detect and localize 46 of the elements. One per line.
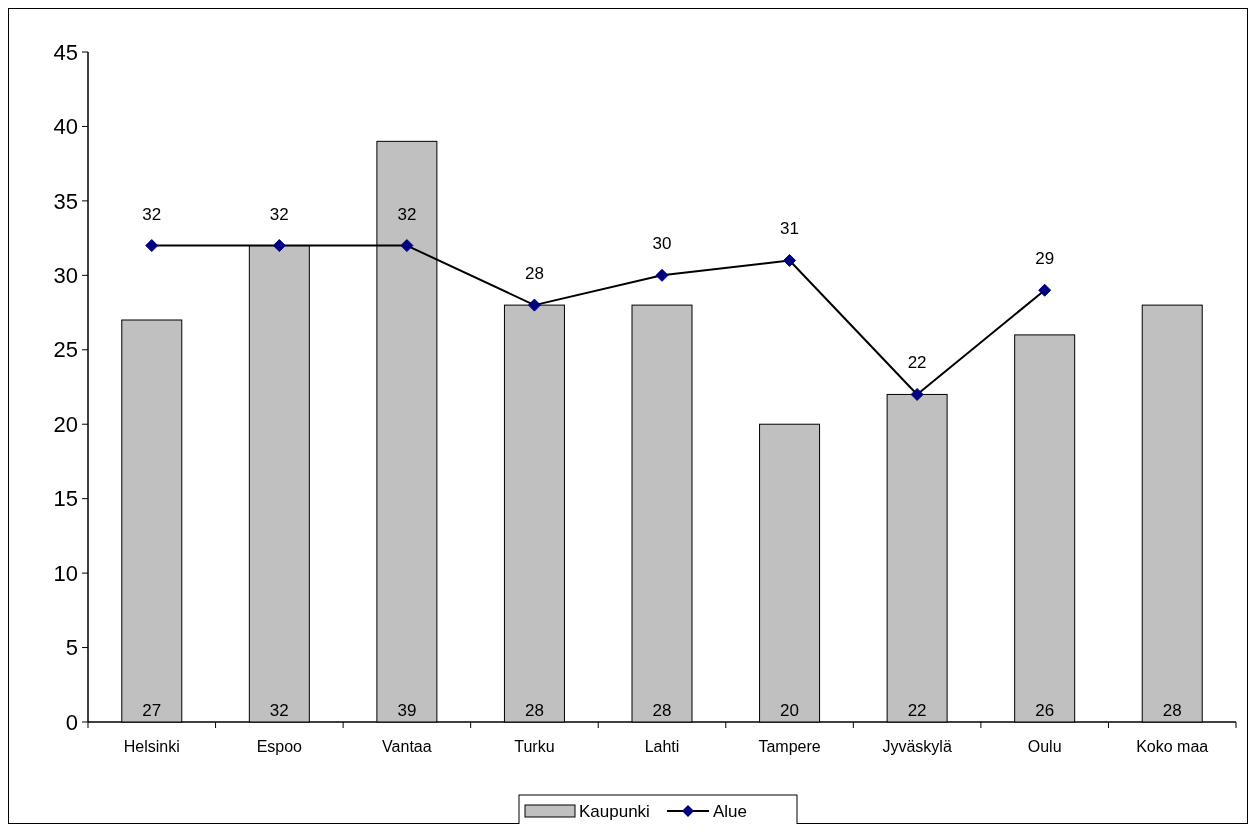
data-label: 28: [524, 701, 544, 720]
point: [1038, 283, 1052, 297]
x-tick-label: Vantaa: [382, 738, 432, 755]
data-label: 29: [1035, 249, 1055, 269]
y-tick-label: 35: [53, 188, 78, 214]
point: [272, 239, 286, 253]
data-label: 31: [780, 219, 800, 239]
data-label: 32: [142, 204, 162, 224]
point: [145, 239, 159, 253]
x-tick-label: Tampere: [758, 738, 821, 755]
x-tick-label: Turku: [514, 738, 555, 755]
x-tick-label: Lahti: [644, 738, 680, 755]
data-label: 27: [142, 701, 162, 720]
data-label: 26: [1035, 701, 1055, 720]
y-tick-label: 30: [53, 263, 78, 289]
data-label: 20: [780, 701, 800, 720]
x-tick-label: Koko maa: [1136, 738, 1209, 755]
data-label: 32: [269, 701, 289, 720]
y-tick-label: 0: [65, 709, 78, 735]
data-label: 22: [907, 353, 927, 373]
data-label: 39: [397, 701, 417, 720]
y-tick-label: 25: [53, 337, 78, 363]
point: [655, 268, 669, 282]
point: [910, 387, 924, 401]
data-label: 32: [397, 204, 417, 224]
legend-label: Kaupunki: [579, 801, 650, 821]
data-label: 30: [652, 234, 672, 254]
point: [400, 239, 414, 253]
y-tick-label: 45: [53, 39, 78, 65]
point: [783, 253, 797, 267]
y-tick-label: 20: [53, 411, 78, 437]
data-label: 28: [1162, 701, 1182, 720]
y-tick-label: 15: [53, 486, 78, 512]
legend-label: Alue: [713, 801, 748, 821]
point: [527, 298, 541, 312]
y-tick-label: 10: [53, 560, 78, 586]
y-tick-label: 5: [65, 635, 78, 661]
y-tick-label: 40: [53, 114, 78, 140]
data-label: 32: [269, 204, 289, 224]
data-label: 28: [524, 264, 544, 284]
data-label: 28: [652, 701, 672, 720]
x-tick-label: Helsinki: [123, 738, 180, 755]
x-tick-label: Espoo: [256, 738, 303, 755]
x-tick-label: Jyväskylä: [882, 738, 952, 755]
x-tick-label: Oulu: [1027, 738, 1062, 755]
data-label: 22: [907, 701, 927, 720]
